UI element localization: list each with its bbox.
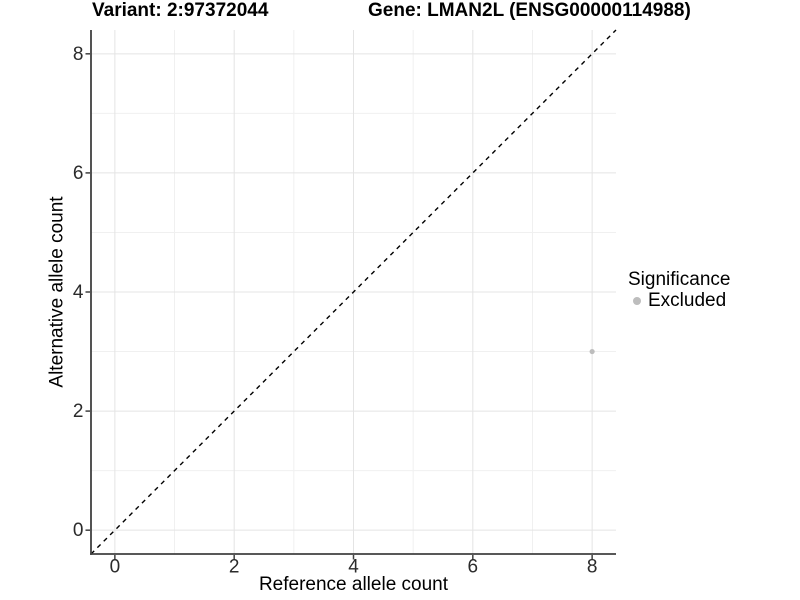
y-tick-label: 0 (73, 520, 84, 541)
plot-title-variant: Variant: 2:97372044 (92, 0, 269, 21)
excluded-point-icon (633, 296, 641, 305)
x-tick-label: 8 (587, 557, 598, 578)
y-tick-label: 2 (73, 401, 84, 422)
x-axis-title: Reference allele count (258, 574, 449, 595)
x-tick-label: 6 (468, 557, 479, 578)
legend-item-excluded: Excluded (628, 290, 730, 311)
y-axis-title: Alternative allele count (46, 196, 68, 388)
x-tick-label: 2 (229, 557, 240, 578)
identity-dashed-line (90, 29, 617, 555)
y-tick-label: 6 (73, 163, 84, 184)
y-tick-label: 4 (73, 282, 84, 303)
x-tick-label: 4 (348, 557, 359, 578)
x-tick-label: 0 (110, 557, 121, 578)
legend-item-label: Excluded (648, 290, 727, 311)
legend: Significance Excluded (628, 269, 730, 311)
plot-title-gene: Gene: LMAN2L (ENSG00000114988) (368, 0, 691, 21)
data-point (589, 348, 595, 355)
y-tick-label: 8 (73, 44, 84, 65)
legend-title: Significance (628, 269, 731, 290)
